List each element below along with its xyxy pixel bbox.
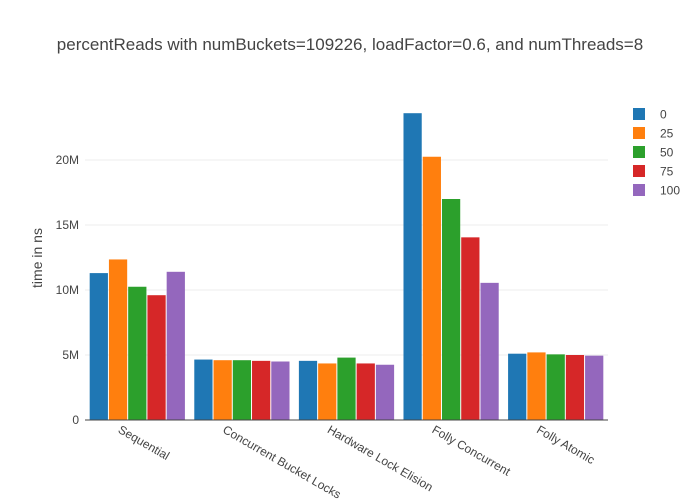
chart-title: percentReads with numBuckets=109226, loa… bbox=[57, 35, 643, 54]
y-tick-label: 20M bbox=[56, 153, 79, 167]
legend[interactable]: 0 25 50 75 100 bbox=[633, 108, 680, 198]
bar-2-series-100[interactable] bbox=[271, 361, 290, 421]
bar-2-series-75[interactable] bbox=[252, 360, 271, 420]
legend-item-0[interactable]: 0 bbox=[633, 108, 667, 122]
bar-3-series-50[interactable] bbox=[337, 357, 356, 420]
legend-label: 25 bbox=[660, 127, 674, 141]
legend-swatch bbox=[633, 184, 645, 196]
y-tick-label: 5M bbox=[62, 348, 79, 362]
legend-label: 50 bbox=[660, 146, 674, 160]
bar-3-series-25[interactable] bbox=[318, 363, 337, 420]
legend-item-50[interactable]: 50 bbox=[633, 146, 674, 160]
bar-3-series-75[interactable] bbox=[356, 363, 375, 420]
x-tick-label: Folly Concurrent bbox=[430, 422, 514, 478]
bar-3-series-100[interactable] bbox=[375, 364, 395, 420]
bar-5-series-25[interactable] bbox=[527, 352, 546, 420]
legend-label: 0 bbox=[660, 108, 667, 122]
bar-1-series-50[interactable] bbox=[128, 286, 147, 420]
legend-swatch bbox=[633, 146, 645, 158]
bar-5-series-75[interactable] bbox=[565, 355, 585, 420]
bar-5-series-0[interactable] bbox=[508, 353, 527, 420]
legend-label: 75 bbox=[660, 165, 674, 179]
bar-2-series-25[interactable] bbox=[213, 360, 232, 420]
bar-4-series-100[interactable] bbox=[480, 282, 499, 420]
bar-3-series-0[interactable] bbox=[298, 360, 318, 420]
y-tick-label: 0 bbox=[72, 413, 79, 427]
legend-item-75[interactable]: 75 bbox=[633, 165, 674, 179]
x-tick-label: Folly Atomic bbox=[534, 422, 597, 466]
x-tick-label: Sequential bbox=[116, 422, 172, 462]
bar-4-series-75[interactable] bbox=[461, 237, 480, 420]
legend-swatch bbox=[633, 127, 645, 139]
legend-item-25[interactable]: 25 bbox=[633, 127, 674, 141]
bar-5-series-100[interactable] bbox=[585, 355, 604, 420]
bar-1-series-100[interactable] bbox=[166, 271, 185, 420]
bar-2-series-50[interactable] bbox=[232, 360, 252, 420]
y-tick-label: 15M bbox=[56, 218, 79, 232]
y-axis-ticks: 0 5M 10M 15M 20M bbox=[56, 153, 80, 427]
bar-4-series-0[interactable] bbox=[403, 113, 422, 420]
y-tick-label: 10M bbox=[56, 283, 79, 297]
bar-4-series-50[interactable] bbox=[441, 199, 461, 420]
x-tick-label: Hardware Lock Elision bbox=[325, 422, 435, 494]
legend-swatch bbox=[633, 165, 645, 177]
x-axis-ticks: Sequential Concurrent Bucket LocksHardwar… bbox=[116, 422, 597, 500]
bar-1-series-25[interactable] bbox=[108, 259, 128, 420]
bar-1-series-75[interactable] bbox=[147, 295, 166, 420]
legend-swatch bbox=[633, 108, 645, 120]
bar-4-series-25[interactable] bbox=[422, 156, 441, 420]
bar-2-series-0[interactable] bbox=[194, 359, 213, 420]
legend-label: 100 bbox=[660, 184, 680, 198]
bars bbox=[89, 113, 604, 421]
legend-item-100[interactable]: 100 bbox=[633, 184, 680, 198]
bar-1-series-0[interactable] bbox=[89, 273, 108, 420]
bar-5-series-50[interactable] bbox=[546, 354, 565, 420]
y-axis-title: time in ns bbox=[29, 228, 45, 288]
